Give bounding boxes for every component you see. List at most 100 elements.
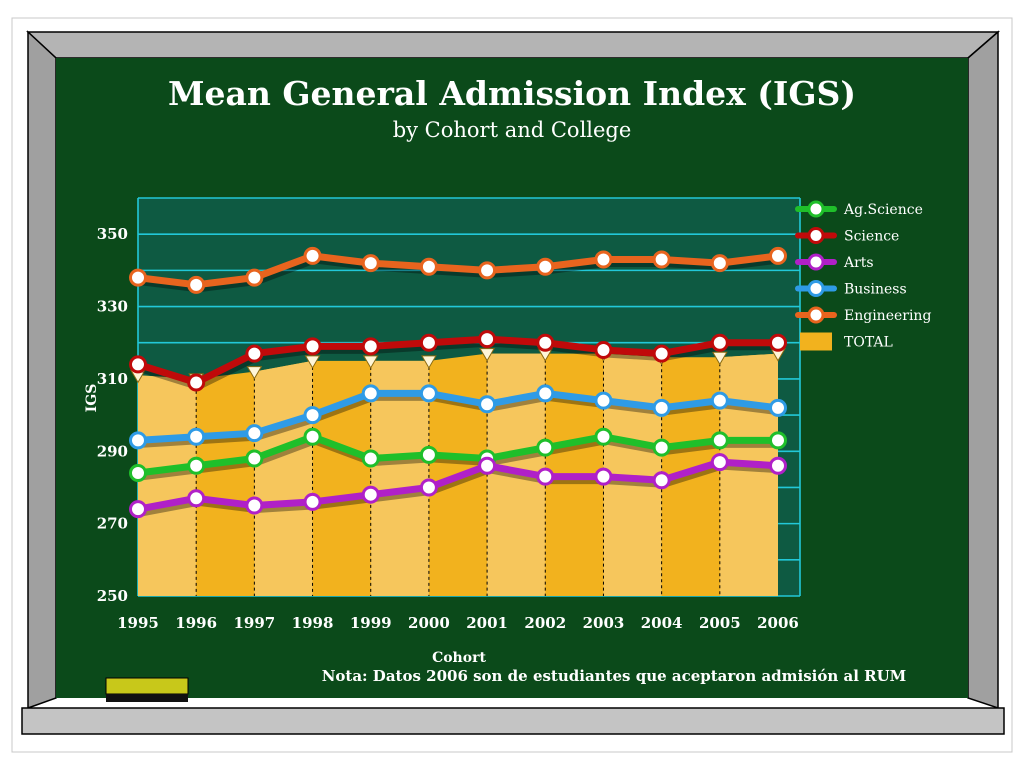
point-arts (710, 453, 729, 472)
point-engineering (361, 254, 380, 273)
total-area-stripe (603, 353, 662, 596)
x-tick-label: 2005 (699, 614, 741, 632)
point-ag-science (303, 427, 322, 446)
point-science (129, 355, 147, 374)
point-ag-science (187, 456, 206, 475)
point-ag-science (245, 449, 264, 468)
y-axis-label: IGS (84, 384, 100, 413)
point-engineering (594, 250, 613, 269)
x-tick-label: 1995 (117, 614, 159, 632)
point-engineering (419, 257, 438, 276)
total-area-stripe (254, 360, 313, 596)
y-tick-label: 350 (97, 225, 128, 243)
legend-label-arts: Arts (843, 255, 874, 271)
legend-label-science: Science (844, 229, 899, 245)
frame-right (967, 30, 999, 710)
series-line-science (136, 335, 778, 387)
point-ag-science (536, 438, 555, 457)
eraser (105, 677, 189, 695)
legend-label-engineering: Engineering (844, 308, 931, 324)
total-area-stripe (138, 375, 197, 596)
total-point (304, 355, 321, 369)
point-science (478, 330, 497, 349)
total-area-stripe (487, 353, 546, 596)
point-science (245, 344, 264, 363)
point-ag-science (419, 445, 438, 464)
point-ag-science (361, 449, 380, 468)
total-area-stripe (370, 360, 429, 596)
point-arts (769, 456, 787, 475)
point-engineering (245, 268, 264, 287)
point-arts (536, 467, 555, 486)
point-ag-science (769, 431, 787, 450)
point-business (361, 384, 380, 403)
chart-title: Mean General Admission Index (IGS) (168, 74, 856, 113)
point-ag-science (652, 438, 671, 457)
y-tick-label: 250 (97, 587, 128, 605)
x-tick-label: 2002 (524, 614, 566, 632)
point-business (769, 398, 787, 417)
x-tick-label: 1997 (233, 614, 275, 632)
legend-marker-engineering (807, 306, 825, 324)
x-tick-label: 2000 (408, 614, 450, 632)
point-arts (478, 456, 497, 475)
total-point (362, 355, 379, 369)
point-business (187, 427, 206, 446)
chart-subtitle: by Cohort and College (393, 118, 632, 142)
legend-marker-business (807, 280, 825, 297)
point-business (536, 384, 555, 403)
series-line-ag-science (137, 433, 778, 477)
point-engineering (769, 246, 787, 265)
y-tick-label: 290 (97, 442, 128, 460)
x-tick-label: 1999 (350, 614, 392, 632)
point-engineering (187, 275, 206, 294)
x-tick-label: 2004 (641, 614, 683, 632)
total-point (421, 355, 437, 369)
point-arts (594, 467, 613, 486)
point-engineering (536, 257, 555, 276)
point-arts (303, 492, 322, 511)
frame-left (27, 30, 57, 710)
point-science (652, 344, 671, 363)
total-point (246, 366, 263, 380)
x-tick-label: 1996 (175, 614, 217, 632)
point-arts (245, 496, 264, 515)
point-arts (361, 485, 380, 504)
y-tick-label: 330 (97, 298, 128, 316)
point-science (710, 333, 729, 352)
total-point (711, 351, 728, 366)
point-arts (652, 471, 671, 490)
point-engineering (478, 261, 497, 280)
point-business (303, 406, 322, 425)
point-business (710, 391, 729, 410)
point-engineering (303, 246, 322, 265)
point-ag-science (129, 463, 147, 482)
x-tick-label: 2006 (757, 614, 799, 632)
point-business (245, 424, 264, 443)
point-business (129, 431, 147, 450)
x-axis-label: Cohort (432, 650, 486, 666)
footnote: Nota: Datos 2006 son de estudiantes que … (322, 667, 907, 685)
plot-area: 250 270 290 310 330 350 1995 1996 1997 1998 1999 20… (97, 197, 801, 632)
point-ag-science (594, 427, 613, 446)
legend: Ag.Science Science Arts Business Engineering… (795, 200, 931, 351)
eraser-base (106, 694, 188, 702)
legend-marker-ag-science (807, 200, 825, 218)
y-tick-label: 270 (97, 515, 128, 533)
point-science (187, 373, 206, 392)
total-area-stripe (719, 353, 778, 596)
point-science (303, 337, 322, 356)
total-point (479, 348, 495, 362)
x-tick-label: 2003 (583, 614, 625, 632)
legend-label-business: Business (844, 282, 907, 298)
point-arts (187, 489, 206, 508)
legend-label-ag-science: Ag.Science (843, 202, 923, 218)
frame-top (26, 31, 1001, 59)
point-business (652, 398, 671, 417)
point-business (478, 395, 497, 414)
point-science (594, 340, 613, 359)
series-line-engineering (137, 252, 779, 289)
y-tick-label: 310 (97, 370, 128, 388)
point-business (419, 384, 438, 403)
series-line-arts (137, 458, 779, 513)
